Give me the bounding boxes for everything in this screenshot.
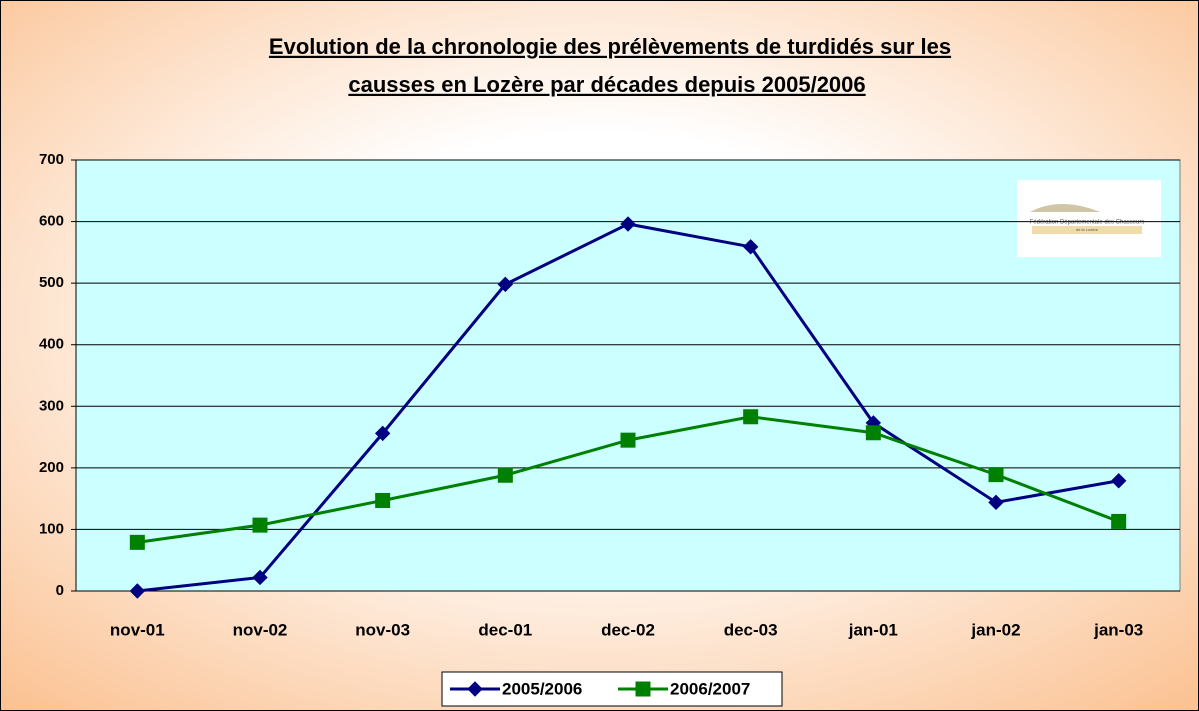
data-point bbox=[620, 216, 636, 232]
y-tick-label: 0 bbox=[56, 582, 64, 599]
legend-marker bbox=[635, 681, 651, 697]
x-tick-label: jan-01 bbox=[848, 620, 898, 639]
data-point bbox=[1111, 513, 1127, 529]
data-point bbox=[129, 534, 145, 550]
data-point bbox=[742, 239, 759, 255]
y-tick-label: 200 bbox=[39, 459, 64, 476]
data-point bbox=[497, 276, 514, 293]
x-tick-label: dec-01 bbox=[478, 620, 532, 639]
x-tick-label: jan-03 bbox=[1093, 620, 1143, 639]
y-tick-label: 300 bbox=[39, 397, 64, 414]
data-point bbox=[497, 467, 513, 483]
y-tick-label: 400 bbox=[39, 336, 64, 353]
logo-hill bbox=[1030, 204, 1100, 212]
data-point bbox=[988, 494, 1004, 511]
data-point bbox=[252, 569, 268, 586]
y-tick-label: 600 bbox=[39, 213, 64, 230]
x-tick-label: jan-02 bbox=[970, 620, 1020, 639]
y-tick-label: 100 bbox=[39, 520, 64, 537]
data-point bbox=[129, 583, 146, 599]
data-point bbox=[374, 425, 391, 442]
legend-label: 2006/2007 bbox=[670, 679, 750, 698]
x-tick-label: dec-03 bbox=[724, 620, 778, 639]
data-point bbox=[252, 517, 268, 533]
data-point bbox=[620, 432, 636, 448]
y-tick-label: 700 bbox=[39, 151, 64, 168]
data-point bbox=[743, 409, 759, 425]
logo: Fédération Départementale des Chasseurs … bbox=[1017, 180, 1161, 257]
legend-label: 2005/2006 bbox=[502, 679, 582, 698]
x-tick-label: nov-01 bbox=[110, 620, 165, 639]
logo-text: de la Lozère bbox=[1076, 227, 1099, 232]
chart-title: Evolution de la chronologie des prélèvem… bbox=[269, 34, 951, 59]
logo-text: Fédération Départementale des Chasseurs bbox=[1030, 220, 1145, 226]
data-point bbox=[988, 467, 1004, 483]
data-point bbox=[1110, 473, 1127, 489]
x-tick-label: nov-03 bbox=[355, 620, 410, 639]
data-point bbox=[865, 425, 881, 441]
y-tick-label: 500 bbox=[39, 274, 64, 291]
logo-band bbox=[1032, 226, 1142, 234]
x-tick-label: dec-02 bbox=[601, 620, 655, 639]
x-tick-label: nov-02 bbox=[233, 620, 288, 639]
chart-title: causses en Lozère par décades depuis 200… bbox=[348, 72, 865, 97]
logo-box bbox=[1017, 180, 1161, 257]
legend-marker bbox=[467, 681, 483, 697]
data-point bbox=[375, 492, 391, 508]
